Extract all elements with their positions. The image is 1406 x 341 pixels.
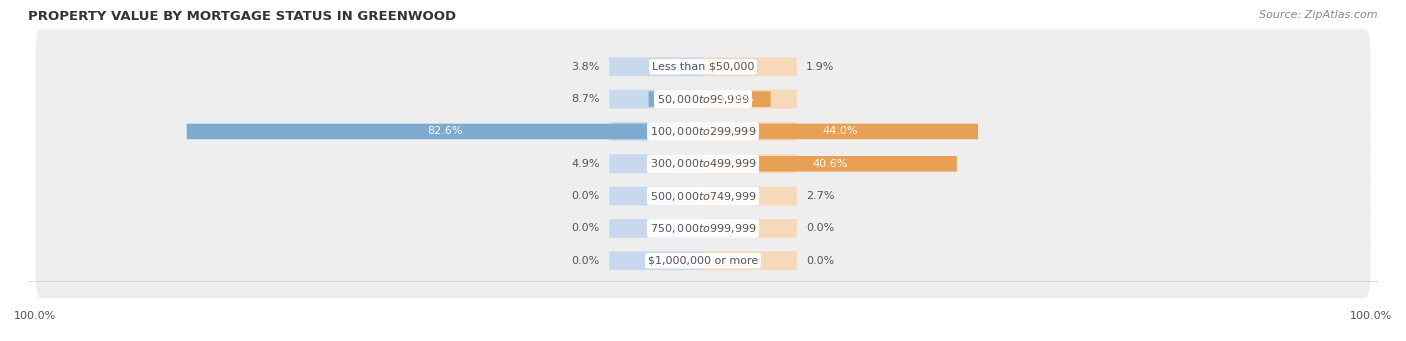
FancyBboxPatch shape	[609, 219, 703, 238]
FancyBboxPatch shape	[35, 62, 1371, 137]
Text: 44.0%: 44.0%	[823, 127, 858, 136]
FancyBboxPatch shape	[703, 219, 797, 238]
FancyBboxPatch shape	[648, 91, 703, 107]
FancyBboxPatch shape	[703, 57, 797, 76]
FancyBboxPatch shape	[609, 154, 703, 173]
FancyBboxPatch shape	[609, 57, 703, 76]
Text: $100,000 to $299,999: $100,000 to $299,999	[650, 125, 756, 138]
Text: 2.7%: 2.7%	[806, 191, 835, 201]
Text: 82.6%: 82.6%	[427, 127, 463, 136]
Text: 0.0%: 0.0%	[572, 223, 600, 234]
FancyBboxPatch shape	[35, 29, 1371, 104]
FancyBboxPatch shape	[609, 122, 703, 141]
FancyBboxPatch shape	[703, 154, 797, 173]
FancyBboxPatch shape	[609, 187, 703, 206]
FancyBboxPatch shape	[679, 59, 703, 75]
Text: 100.0%: 100.0%	[1350, 311, 1392, 321]
FancyBboxPatch shape	[35, 94, 1371, 169]
FancyBboxPatch shape	[35, 191, 1371, 266]
Text: 100.0%: 100.0%	[14, 311, 56, 321]
Text: PROPERTY VALUE BY MORTGAGE STATUS IN GREENWOOD: PROPERTY VALUE BY MORTGAGE STATUS IN GRE…	[28, 10, 456, 23]
FancyBboxPatch shape	[703, 156, 956, 172]
Text: 10.8%: 10.8%	[718, 94, 755, 104]
FancyBboxPatch shape	[703, 188, 720, 204]
Text: $500,000 to $749,999: $500,000 to $749,999	[650, 190, 756, 203]
Text: 0.0%: 0.0%	[806, 223, 834, 234]
Text: 8.7%: 8.7%	[571, 94, 600, 104]
Text: 0.0%: 0.0%	[572, 256, 600, 266]
FancyBboxPatch shape	[703, 59, 714, 75]
Text: 40.6%: 40.6%	[813, 159, 848, 169]
Text: $750,000 to $999,999: $750,000 to $999,999	[650, 222, 756, 235]
Text: $300,000 to $499,999: $300,000 to $499,999	[650, 157, 756, 170]
Text: 0.0%: 0.0%	[572, 191, 600, 201]
Text: Less than $50,000: Less than $50,000	[652, 62, 754, 72]
FancyBboxPatch shape	[35, 126, 1371, 201]
FancyBboxPatch shape	[35, 159, 1371, 234]
FancyBboxPatch shape	[703, 124, 979, 139]
FancyBboxPatch shape	[703, 122, 797, 141]
Text: $50,000 to $99,999: $50,000 to $99,999	[657, 93, 749, 106]
Text: 3.8%: 3.8%	[571, 62, 600, 72]
Text: 0.0%: 0.0%	[806, 256, 834, 266]
FancyBboxPatch shape	[609, 251, 703, 270]
FancyBboxPatch shape	[35, 223, 1371, 298]
FancyBboxPatch shape	[703, 91, 770, 107]
FancyBboxPatch shape	[187, 124, 703, 139]
FancyBboxPatch shape	[609, 90, 703, 108]
FancyBboxPatch shape	[703, 251, 797, 270]
FancyBboxPatch shape	[703, 187, 797, 206]
Text: $1,000,000 or more: $1,000,000 or more	[648, 256, 758, 266]
Text: 4.9%: 4.9%	[571, 159, 600, 169]
FancyBboxPatch shape	[672, 156, 703, 172]
Text: 1.9%: 1.9%	[806, 62, 835, 72]
FancyBboxPatch shape	[703, 90, 797, 108]
Text: Source: ZipAtlas.com: Source: ZipAtlas.com	[1260, 10, 1378, 20]
